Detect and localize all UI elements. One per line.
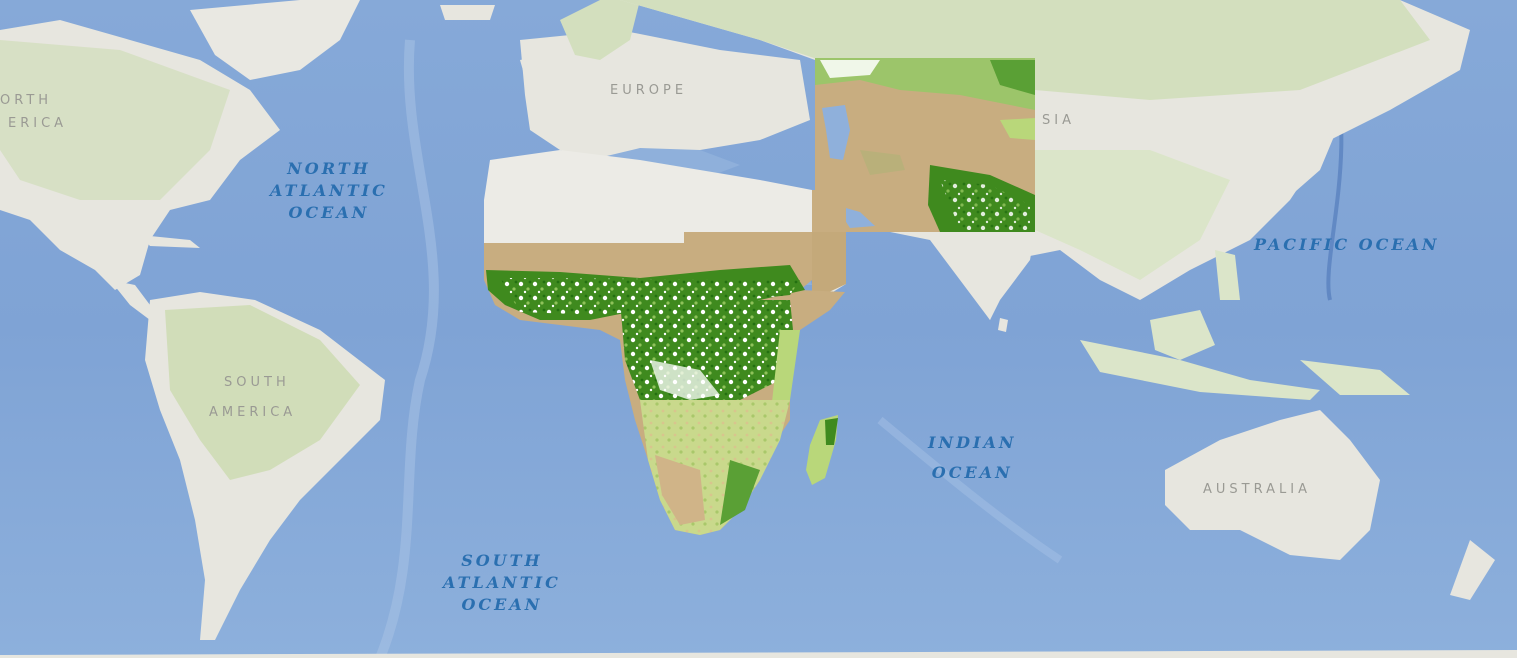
- india: [935, 232, 1035, 320]
- sahara-basemap: [484, 150, 812, 243]
- indonesia: [1080, 340, 1320, 400]
- mid-atlantic-ridge: [375, 39, 439, 658]
- cuba: [140, 235, 200, 248]
- raster-arabia: [812, 190, 846, 232]
- australia: [1165, 410, 1380, 560]
- scandinavia: [560, 0, 640, 60]
- antarctica-edge: [0, 650, 1517, 658]
- japan: [1265, 100, 1345, 205]
- philippines: [1215, 250, 1240, 300]
- indian-ridge: [877, 416, 1063, 564]
- caspian-sea: [822, 105, 850, 160]
- vegetation-raster-overlay: [484, 58, 1035, 535]
- borneo: [1150, 310, 1215, 360]
- new-guinea: [1300, 360, 1410, 395]
- new-zealand: [1450, 540, 1495, 600]
- siberia-green: [620, 0, 1430, 100]
- east-asia-green: [1035, 150, 1230, 280]
- europe: [520, 30, 810, 160]
- british-isles: [520, 55, 548, 95]
- sri-lanka: [998, 318, 1008, 332]
- south-america-green: [165, 305, 360, 480]
- greenland: [190, 0, 360, 80]
- north-america-green: [0, 40, 230, 200]
- iceland: [440, 5, 495, 20]
- central-america: [110, 280, 160, 320]
